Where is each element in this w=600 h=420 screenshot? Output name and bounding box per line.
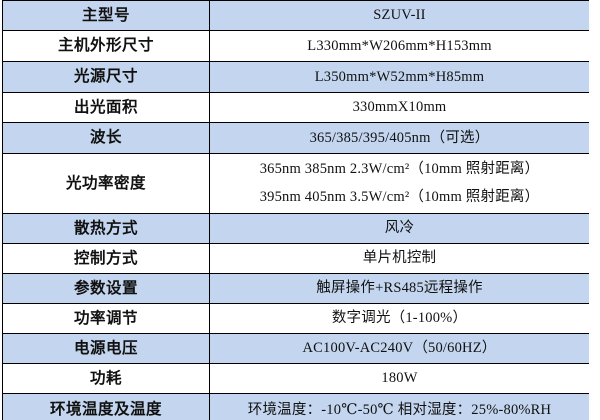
spec-value-line: 环境温度：-10℃-50℃ 相对湿度：25%-80%RH <box>247 401 552 418</box>
specification-table-body: 主型号 SZUV-II 主机外形尺寸 L330mm*W206mm*H153mm … <box>2 0 589 420</box>
spec-value-cell: 风冷 <box>209 213 589 244</box>
spec-label-cell: 光源尺寸 <box>2 61 210 93</box>
spec-value-cell: SZUV-II <box>209 0 589 31</box>
table-row: 波长 365/385/395/405nm（可选） <box>2 122 589 154</box>
spec-value-cell: 触屏操作+RS485远程操作 <box>209 273 589 304</box>
spec-value-line: AC100V-AC240V（50/60HZ） <box>302 340 497 357</box>
spec-value-cell: 365/385/395/405nm（可选） <box>209 122 589 154</box>
spec-label-cell: 环境温度及温度 <box>2 393 210 420</box>
spec-value-line: 风冷 <box>384 220 415 237</box>
table-row: 出光面积 330mmX10mm <box>2 92 589 123</box>
spec-value-line: L330mm*W206mm*H153mm <box>307 37 492 54</box>
table-row: 主机外形尺寸 L330mm*W206mm*H153mm <box>2 30 589 62</box>
spec-label-cell: 光功率密度 <box>2 153 210 214</box>
table-row: 光源尺寸 L350mm*W52mm*H85mm <box>2 61 589 93</box>
spec-value-line: 180W <box>381 370 418 387</box>
spec-label-cell: 出光面积 <box>2 92 210 123</box>
table-row: 环境温度及温度 环境温度：-10℃-50℃ 相对湿度：25%-80%RH <box>2 393 589 420</box>
table-row: 散热方式 风冷 <box>2 213 589 244</box>
spec-label-cell: 主机外形尺寸 <box>2 30 210 62</box>
spec-value-cell: 环境温度：-10℃-50℃ 相对湿度：25%-80%RH <box>209 393 589 420</box>
spec-value-line: 330mmX10mm <box>352 99 447 116</box>
spec-value-cell: AC100V-AC240V（50/60HZ） <box>209 333 589 364</box>
spec-value-line: 触屏操作+RS485远程操作 <box>316 280 483 297</box>
specification-table-container: Height-LED 主型号 SZUV-II 主机外形尺寸 L330mm*W20… <box>2 0 589 420</box>
table-row: 电源电压 AC100V-AC240V（50/60HZ） <box>2 333 589 364</box>
table-row: 功率调节 数字调光（1-100%） <box>2 303 589 334</box>
spec-value-cell: L330mm*W206mm*H153mm <box>209 30 589 62</box>
spec-label-cell: 散热方式 <box>2 213 210 244</box>
table-row: 光功率密度 365nm 385nm 2.3W/cm²（10mm 照射距离） 39… <box>2 153 589 214</box>
spec-value-line: 365nm 385nm 2.3W/cm²（10mm 照射距离） <box>259 161 540 178</box>
spec-value-cell: 数字调光（1-100%） <box>209 303 589 334</box>
spec-label-cell: 电源电压 <box>2 333 210 364</box>
specification-table: 主型号 SZUV-II 主机外形尺寸 L330mm*W206mm*H153mm … <box>2 0 589 420</box>
spec-value-line: 数字调光（1-100%） <box>331 310 468 327</box>
table-row: 主型号 SZUV-II <box>2 0 589 31</box>
spec-value-line: L350mm*W52mm*H85mm <box>314 68 485 85</box>
spec-value-line: SZUV-II <box>373 7 426 24</box>
spec-value-line: 365/385/395/405nm（可选） <box>309 129 490 146</box>
table-row: 功耗 180W <box>2 363 589 394</box>
spec-label-cell: 功率调节 <box>2 303 210 334</box>
spec-value-line: 395nm 405nm 3.5W/cm²（10mm 照射距离） <box>259 189 540 205</box>
spec-value-cell: L350mm*W52mm*H85mm <box>209 61 589 93</box>
table-row: 控制方式 单片机控制 <box>2 243 589 274</box>
spec-value-cell: 单片机控制 <box>209 243 589 274</box>
spec-value-cell: 180W <box>209 363 589 394</box>
spec-value-cell: 330mmX10mm <box>209 92 589 123</box>
spec-label-cell: 功耗 <box>2 363 210 394</box>
spec-label-cell: 控制方式 <box>2 243 210 274</box>
spec-value-line: 单片机控制 <box>362 250 437 267</box>
spec-label-cell: 主型号 <box>2 0 210 31</box>
table-row: 参数设置 触屏操作+RS485远程操作 <box>2 273 589 304</box>
spec-value-cell: 365nm 385nm 2.3W/cm²（10mm 照射距离） 395nm 40… <box>209 153 589 214</box>
spec-label-cell: 波长 <box>2 122 210 154</box>
spec-label-cell: 参数设置 <box>2 273 210 304</box>
